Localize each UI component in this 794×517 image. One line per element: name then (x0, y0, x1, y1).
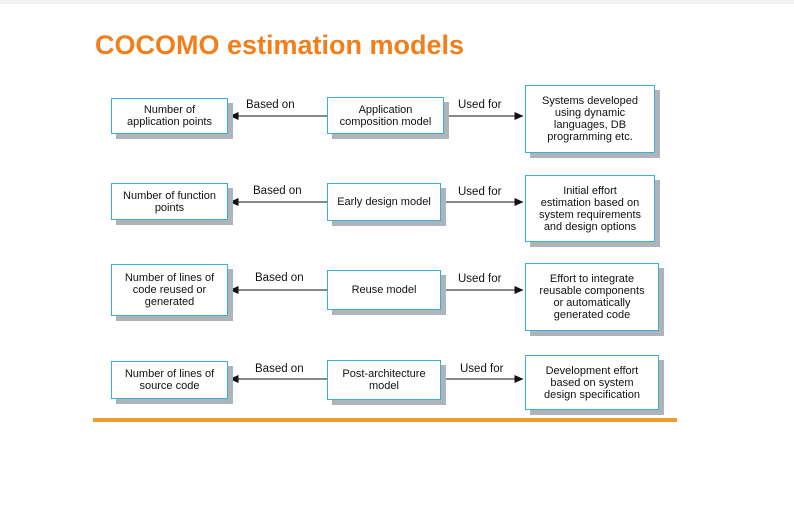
based-on-label-4: Based on (255, 363, 304, 375)
basis-text-3: Number of lines of code reused or genera… (124, 272, 215, 308)
usage-box-2: Initial effort estimation based on syste… (525, 175, 655, 242)
used-for-label-2: Used for (458, 186, 502, 198)
model-box-early-design: Early design model (327, 183, 441, 221)
usage-text-4: Development effort based on system desig… (543, 364, 640, 401)
based-on-label-1: Based on (246, 99, 295, 111)
model-text-1: Application composition model (339, 103, 432, 128)
used-for-label-1: Used for (458, 99, 502, 111)
model-text-4: Post-architecture model (342, 368, 426, 392)
used-for-label-4: Used for (460, 363, 504, 375)
usage-text-2: Initial effort estimation based on syste… (538, 184, 642, 233)
model-box-reuse: Reuse model (327, 270, 441, 310)
basis-text-2: Number of function points (123, 189, 216, 214)
basis-box-4: Number of lines of source code (111, 361, 228, 399)
usage-text-3: Effort to integrate reusable components … (539, 273, 645, 321)
basis-box-3: Number of lines of code reused or genera… (111, 264, 228, 316)
usage-box-3: Effort to integrate reusable components … (525, 263, 659, 331)
used-for-label-3: Used for (458, 273, 502, 285)
usage-box-4: Development effort based on system desig… (525, 355, 659, 410)
model-text-2: Early design model (337, 196, 431, 208)
usage-box-1: Systems developed using dynamic language… (525, 85, 655, 153)
basis-text-1: Number of application points (126, 104, 212, 128)
model-text-3: Reuse model (351, 284, 417, 296)
based-on-label-3: Based on (255, 272, 304, 284)
basis-box-1: Number of application points (111, 98, 228, 134)
page-title: COCOMO estimation models (95, 30, 465, 60)
bottom-rule (93, 418, 677, 422)
model-box-post-architecture: Post-architecture model (327, 360, 441, 400)
basis-text-4: Number of lines of source code (124, 368, 215, 392)
usage-text-1: Systems developed using dynamic language… (542, 95, 638, 143)
top-rule (0, 0, 794, 4)
model-box-application-composition: Application composition model (327, 97, 444, 134)
based-on-label-2: Based on (253, 185, 302, 197)
basis-box-2: Number of function points (111, 183, 228, 220)
